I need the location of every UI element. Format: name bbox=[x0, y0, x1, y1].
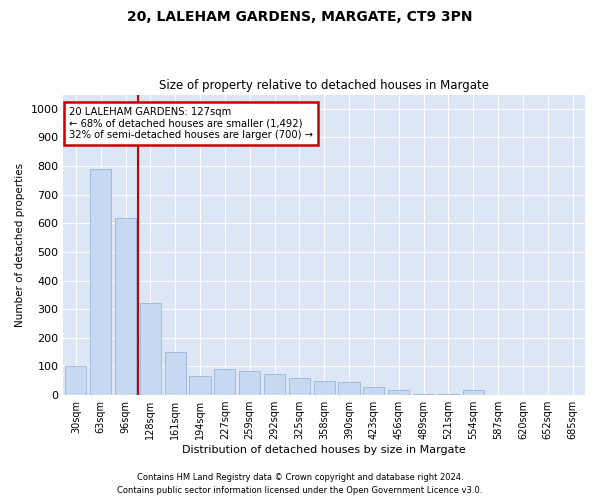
Bar bbox=[140, 304, 161, 395]
Bar bbox=[164, 352, 186, 395]
Bar bbox=[214, 370, 235, 395]
Bar bbox=[289, 378, 310, 395]
Bar bbox=[239, 371, 260, 395]
Bar bbox=[463, 390, 484, 395]
Text: 20 LALEHAM GARDENS: 127sqm
← 68% of detached houses are smaller (1,492)
32% of s: 20 LALEHAM GARDENS: 127sqm ← 68% of deta… bbox=[68, 106, 313, 140]
Text: Contains HM Land Registry data © Crown copyright and database right 2024.
Contai: Contains HM Land Registry data © Crown c… bbox=[118, 474, 482, 495]
Bar bbox=[364, 387, 385, 395]
Bar bbox=[413, 394, 434, 395]
Bar bbox=[65, 366, 86, 395]
X-axis label: Distribution of detached houses by size in Margate: Distribution of detached houses by size … bbox=[182, 445, 466, 455]
Bar bbox=[488, 394, 509, 395]
Y-axis label: Number of detached properties: Number of detached properties bbox=[15, 163, 25, 327]
Bar bbox=[264, 374, 285, 395]
Bar bbox=[115, 218, 136, 395]
Bar bbox=[338, 382, 359, 395]
Text: 20, LALEHAM GARDENS, MARGATE, CT9 3PN: 20, LALEHAM GARDENS, MARGATE, CT9 3PN bbox=[127, 10, 473, 24]
Bar bbox=[388, 390, 409, 395]
Bar bbox=[314, 381, 335, 395]
Title: Size of property relative to detached houses in Margate: Size of property relative to detached ho… bbox=[159, 79, 489, 92]
Bar bbox=[190, 376, 211, 395]
Bar bbox=[438, 394, 459, 395]
Bar bbox=[90, 169, 111, 395]
